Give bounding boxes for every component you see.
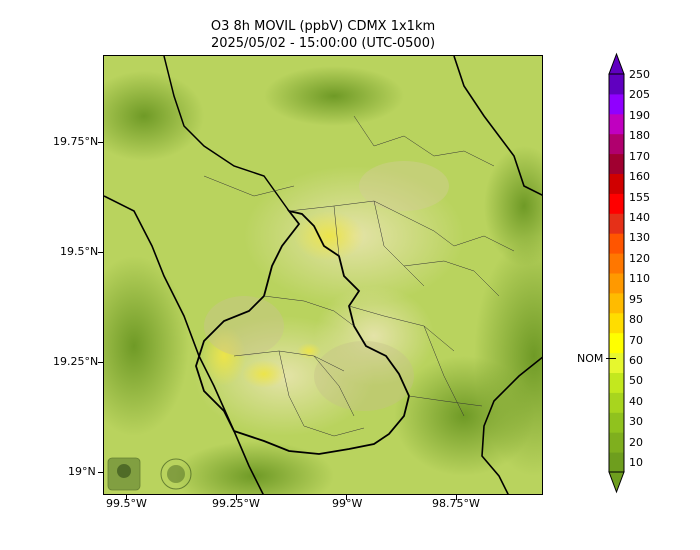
colorbar-tick-label: 95 [629,292,643,306]
colorbar-tick-label: 30 [629,415,643,429]
colorbar-tick-label: 10 [629,456,643,470]
cdmx-logo [160,458,192,490]
state-boundary-east [481,356,542,494]
xtick-label: 99.5°W [106,497,147,510]
xtick-mark [456,495,457,500]
colorbar-segment [609,213,624,234]
colorbar-segment [609,312,624,334]
colorbar-segment [609,392,624,413]
colorbar-segment [609,133,624,155]
colorbar-segment [609,273,624,294]
colorbar-tick-label: 205 [629,88,650,102]
map-panel[interactable] [103,55,543,495]
ozone-peak-south [242,360,286,388]
ytick-mark [98,472,103,473]
colorbar-segment [609,74,624,95]
terrain-nw [104,71,204,161]
state-boundary-north [163,56,290,212]
ytick-mark [98,252,103,253]
ozone-zone-center [314,286,434,386]
xtick-label: 99°W [332,497,363,510]
colorbar-tick-label: 140 [629,210,650,224]
colorbar-tick-label: 50 [629,374,643,388]
colorbar-tick-label: 110 [629,272,650,286]
colorbar-tick-label: 180 [629,129,650,143]
nom-marker [606,358,616,359]
colorbar-segment [609,173,624,194]
ytick-mark [98,362,103,363]
colorbar-tick-label: 170 [629,149,650,163]
ozone-map [104,56,542,494]
colorbar-tick-label: 20 [629,435,643,449]
ozone-peak-center [297,343,321,359]
colorbar-segment [609,153,624,174]
colorbar-tick-label: 70 [629,333,643,347]
colorbar-segment [609,292,624,314]
ytick-label: 19.75°N [53,135,99,148]
colorbar-tick-label: 40 [629,394,643,408]
nom-label: NOM [577,352,604,365]
ozone-peak-west [202,326,246,386]
colorbar-tick-label: 160 [629,170,650,184]
colorbar-segment [609,253,624,274]
xtick-mark [236,495,237,500]
ytick-label: 19.5°N [60,245,99,258]
colorbar-tick-label: 120 [629,251,650,265]
sedema-logo [107,457,141,491]
municipal-boundaries [203,115,515,437]
terrain-north [264,66,404,126]
colorbar-tick-label: 130 [629,231,650,245]
colorbar-tick-label: 80 [629,313,643,327]
xtick-label: 99.25°W [212,497,260,510]
ytick-label: 19.25°N [53,355,99,368]
ytick-mark [98,142,103,143]
colorbar-segment [609,372,624,393]
colorbar [608,52,625,494]
colorbar-segment [609,332,624,354]
colorbar-segment [609,432,624,453]
colorbar-tick-label: 250 [629,68,650,81]
map-title: O3 8h MOVIL (ppbV) CDMX 1x1km 2025/05/02… [103,18,543,52]
colorbar-border [608,73,625,473]
title-line-2: 2025/05/02 - 15:00:00 (UTC-0500) [210,36,436,51]
colorbar-segment [609,412,624,433]
colorbar-segment [609,193,624,214]
state-boundary-northeast [453,56,542,196]
colorbar-tick-label: 155 [629,190,650,204]
state-boundary-west [104,195,264,494]
terrain-south [174,441,334,494]
colorbar-segment [609,93,624,115]
colorbar-extend-min [608,471,625,494]
ytick-label: 19°N [68,465,96,478]
colorbar-segment [609,352,624,373]
colorbar-tick-label: 60 [629,353,643,367]
xtick-label: 98.75°W [432,497,480,510]
colorbar-segment [609,452,624,473]
hill-ajusco [204,296,284,356]
colorbar-extend-max [608,52,625,75]
colorbar-segment [609,233,624,254]
colorbar-segment [609,113,624,135]
ozone-peak-north [294,211,364,261]
cdmx-boundary [195,209,410,455]
terrain-west [104,256,189,436]
xtick-mark [126,495,127,500]
terrain-northeast [484,146,542,266]
hill-southeast [314,341,414,411]
hill-north [359,161,449,211]
colorbar-tick-label: 190 [629,108,650,122]
xtick-mark [346,495,347,500]
title-line-1: O3 8h MOVIL (ppbV) CDMX 1x1km [210,19,436,34]
